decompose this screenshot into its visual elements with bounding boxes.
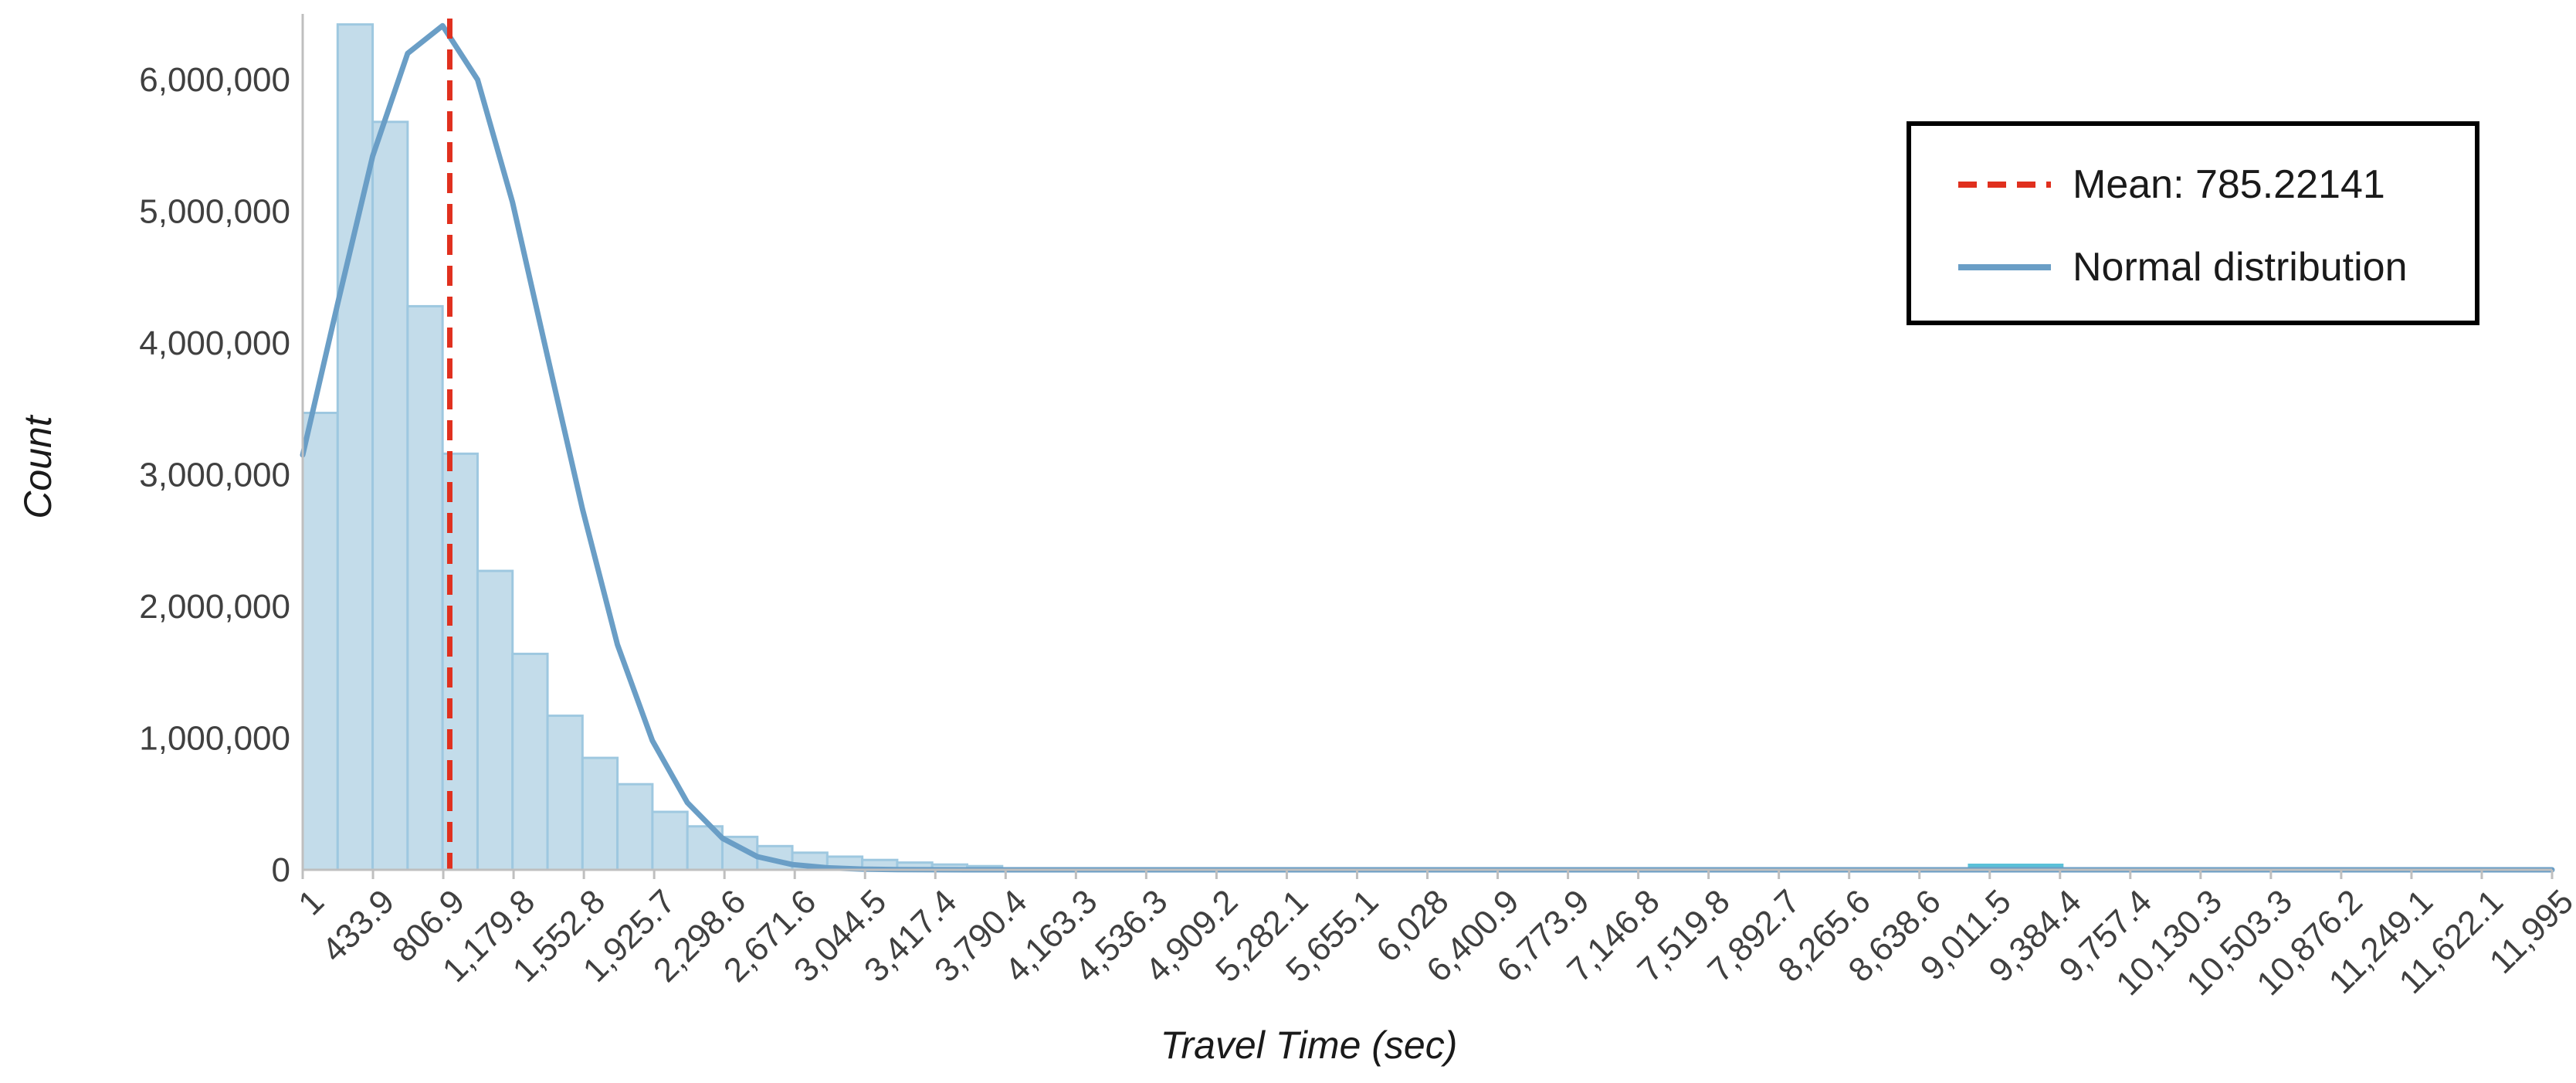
legend: Mean: 785.22141 Normal distribution — [1907, 121, 2479, 325]
histogram-bar — [406, 304, 444, 871]
y-tick-label: 0 — [272, 851, 290, 889]
histogram-bar — [546, 715, 584, 871]
histogram-bar — [371, 121, 409, 871]
y-tick-label: 1,000,000 — [139, 720, 290, 758]
histogram-bar — [476, 569, 514, 871]
y-axis-ticks: 0 1,000,000 2,000,000 3,000,000 4,000,000 5,0… — [139, 61, 290, 889]
x-tick-label: 1 — [291, 882, 331, 922]
x-axis-title: Travel Time (sec) — [1161, 1024, 1458, 1067]
histogram-bar — [651, 810, 689, 871]
y-tick-label: 4,000,000 — [139, 324, 290, 362]
x-axis-ticks: 1433.9806.91,179.81,552.81,925.72,298.62… — [291, 870, 2576, 1003]
y-axis-title: Count — [16, 414, 59, 519]
y-tick-label: 5,000,000 — [139, 193, 290, 231]
y-tick-label: 6,000,000 — [139, 61, 290, 99]
y-tick-label: 2,000,000 — [139, 588, 290, 626]
histogram-bar — [336, 23, 375, 871]
histogram-bar — [301, 411, 339, 871]
y-tick-label: 3,000,000 — [139, 457, 290, 494]
legend-box — [1907, 121, 2479, 325]
histogram-bar — [511, 652, 549, 871]
legend-mean-label: Mean: 785.22141 — [2073, 162, 2385, 207]
histogram-bar — [581, 756, 619, 871]
legend-normal-label: Normal distribution — [2073, 245, 2408, 290]
x-tick-label: 433.9 — [315, 882, 402, 969]
histogram-bar — [616, 783, 654, 871]
